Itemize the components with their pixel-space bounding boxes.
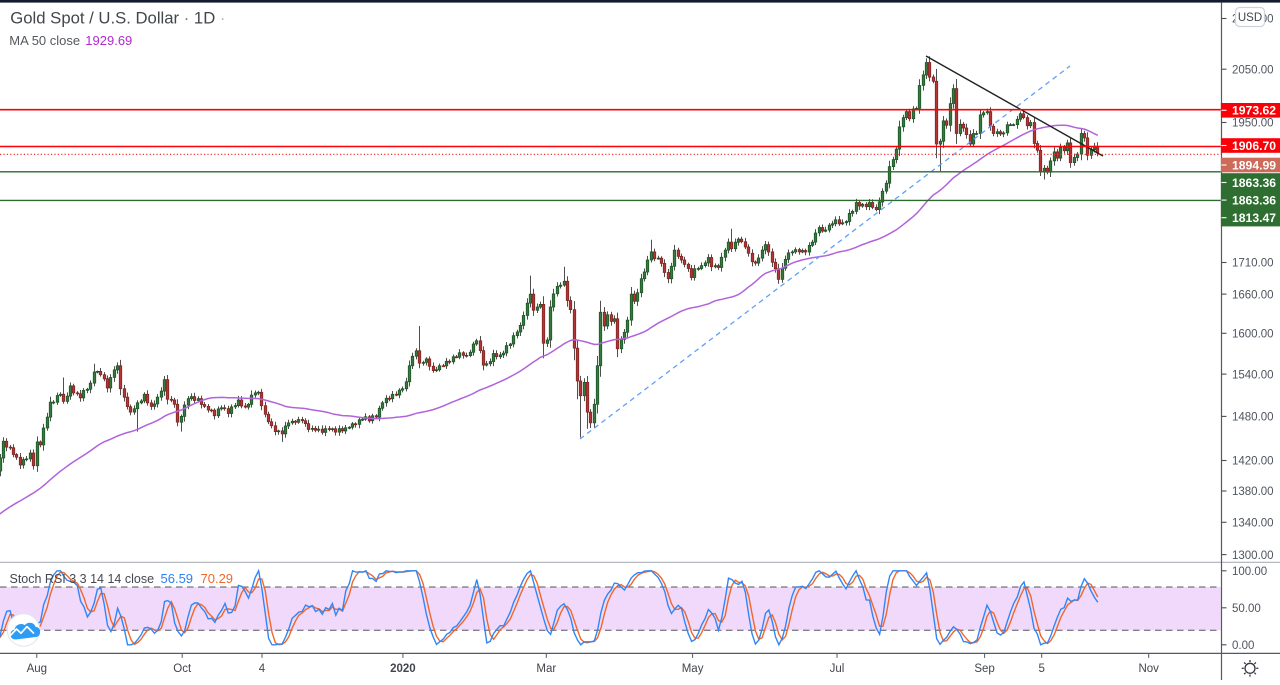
svg-text:0.00: 0.00 [1232,640,1254,652]
svg-text:1863.36: 1863.36 [1232,176,1276,190]
svg-text:MA 50 close: MA 50 close [9,33,80,48]
svg-text:1929.69: 1929.69 [85,33,132,48]
svg-text:1813.47: 1813.47 [1232,211,1276,225]
svg-text:Aug: Aug [27,663,47,675]
svg-text:1540.00: 1540.00 [1232,369,1274,381]
svg-text:1420.00: 1420.00 [1232,456,1274,468]
svg-text:Gold Spot / U.S. Dollar · 1D ·: Gold Spot / U.S. Dollar · 1D · [10,9,225,28]
svg-text:1710.00: 1710.00 [1232,258,1274,270]
svg-text:56.59: 56.59 [161,571,194,586]
svg-text:Jul: Jul [830,663,845,675]
svg-text:1894.99: 1894.99 [1232,158,1276,172]
svg-text:Mar: Mar [536,663,556,675]
svg-text:50.00: 50.00 [1232,603,1261,615]
svg-text:100.00: 100.00 [1232,566,1267,578]
svg-text:Sep: Sep [974,663,994,675]
svg-text:Stoch RSI 3 3 14 14 close: Stoch RSI 3 3 14 14 close [10,572,155,586]
svg-text:4: 4 [259,663,266,675]
svg-text:Oct: Oct [173,663,192,675]
svg-text:1480.00: 1480.00 [1232,412,1274,424]
svg-text:1906.70: 1906.70 [1232,139,1276,153]
svg-text:USD: USD [1238,12,1262,24]
svg-text:1660.00: 1660.00 [1232,289,1274,301]
svg-text:2050.00: 2050.00 [1232,64,1274,76]
svg-text:1600.00: 1600.00 [1232,329,1274,341]
svg-text:1380.00: 1380.00 [1232,486,1274,498]
svg-text:70.29: 70.29 [201,571,234,586]
svg-text:1863.36: 1863.36 [1232,193,1276,207]
svg-text:1950.00: 1950.00 [1232,118,1274,130]
svg-text:1973.62: 1973.62 [1232,104,1276,118]
svg-text:1300.00: 1300.00 [1232,550,1274,562]
svg-text:1340.00: 1340.00 [1232,518,1274,530]
svg-text:2020: 2020 [390,663,416,675]
svg-text:5: 5 [1038,663,1044,675]
svg-text:May: May [682,663,704,675]
svg-text:Nov: Nov [1138,663,1159,675]
